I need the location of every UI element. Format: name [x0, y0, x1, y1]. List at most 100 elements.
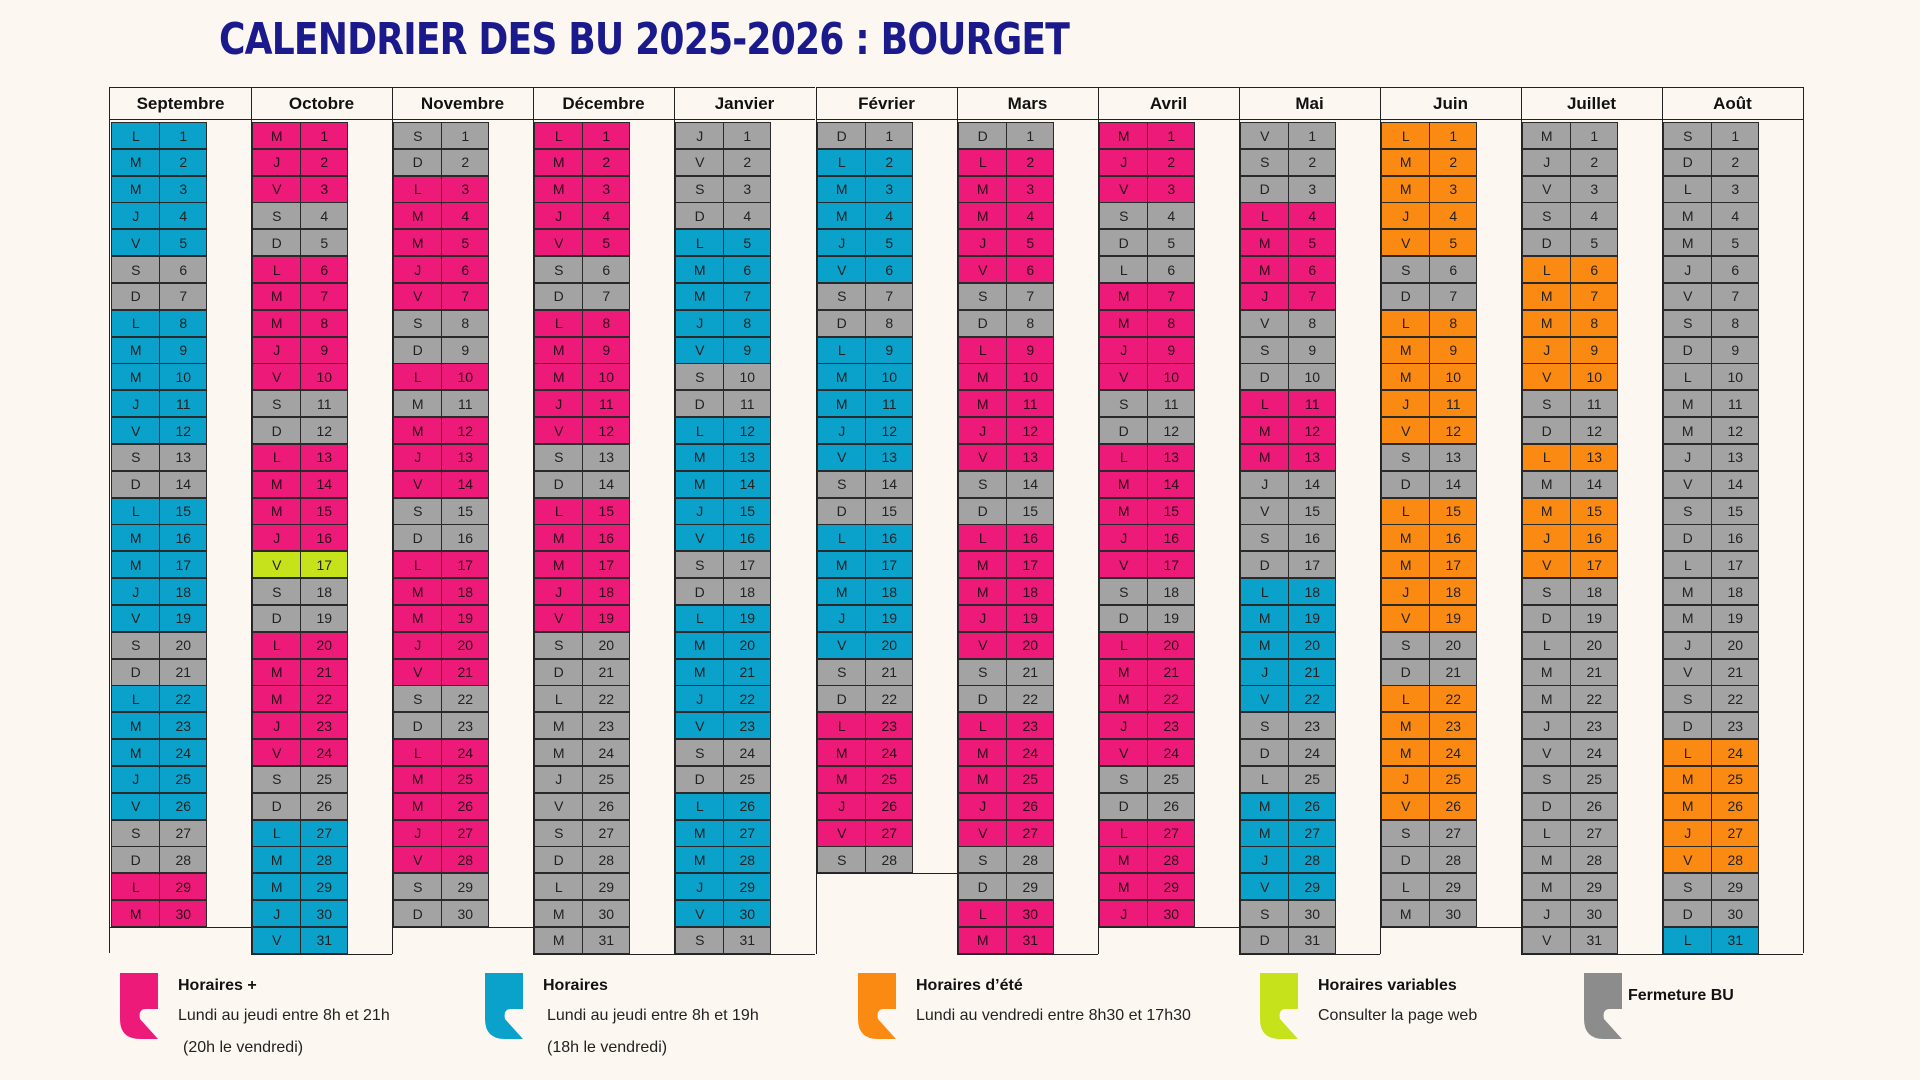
weekday-letter: L — [1100, 820, 1149, 846]
day-number: 2 — [1449, 154, 1458, 171]
day-cell: D 30 — [1663, 900, 1759, 928]
weekday-letter: L — [1382, 498, 1431, 524]
weekday-letter: V — [1664, 659, 1713, 685]
day-cell: V 17 — [1522, 551, 1618, 579]
legend-description: Lundi au jeudi entre 8h et 21h — [178, 1007, 390, 1024]
weekday-letter: J — [535, 391, 584, 417]
weekday-letter: D — [535, 471, 584, 497]
weekday-letter: M — [535, 927, 584, 953]
day-cell: S 24 — [675, 739, 771, 767]
day-number: 13 — [1586, 449, 1603, 466]
day-cell: L 15 — [534, 497, 630, 525]
day-cell: L 13 — [1522, 443, 1618, 471]
weekday-letter: V — [1241, 123, 1290, 148]
day-cell: M 11 — [393, 390, 489, 418]
day-number: 20 — [457, 637, 474, 654]
day-cell: V 31 — [1522, 926, 1618, 954]
weekday-letter: S — [394, 310, 443, 336]
day-number: 4 — [1026, 207, 1035, 224]
day-number: 22 — [739, 690, 756, 707]
day-cell: L 24 — [1663, 739, 1759, 767]
day-cell: D 28 — [1381, 846, 1477, 874]
weekday-letter: L — [253, 257, 302, 283]
day-number: 23 — [739, 717, 756, 734]
day-number: 27 — [1022, 825, 1039, 842]
day-number: 1 — [885, 127, 894, 144]
weekday-letter: L — [112, 123, 161, 148]
weekday-letter: M — [535, 364, 584, 390]
month-header: Janvier — [674, 87, 815, 120]
day-number: 13 — [316, 449, 333, 466]
weekday-letter: L — [1664, 552, 1713, 578]
weekday-letter: L — [818, 337, 867, 363]
day-cell: M 14 — [675, 470, 771, 498]
weekday-letter: D — [253, 793, 302, 819]
day-cell: M 17 — [958, 551, 1054, 579]
weekday-letter: V — [959, 257, 1008, 283]
day-cell: S 20 — [534, 631, 630, 659]
weekday-letter: M — [253, 471, 302, 497]
day-number: 13 — [457, 449, 474, 466]
day-number: 2 — [1731, 154, 1740, 171]
day-cell: J 26 — [817, 792, 913, 820]
day-number: 21 — [1727, 664, 1744, 681]
weekday-letter: V — [959, 632, 1008, 658]
day-cell: M 17 — [1381, 551, 1477, 579]
day-cell: M 13 — [1240, 443, 1336, 471]
weekday-letter: D — [1241, 552, 1290, 578]
day-number: 22 — [1727, 690, 1744, 707]
day-cell: D 15 — [958, 497, 1054, 525]
weekday-letter: M — [1241, 418, 1290, 444]
day-number: 31 — [1727, 932, 1744, 949]
page-title: CALENDRIER DES BU 2025-2026 : BOURGET — [219, 14, 1070, 65]
weekday-letter: S — [959, 659, 1008, 685]
day-number: 15 — [1163, 503, 1180, 520]
weekday-letter: S — [1241, 149, 1290, 175]
day-number: 20 — [175, 637, 192, 654]
day-number: 13 — [1445, 449, 1462, 466]
day-cell: L 10 — [1663, 363, 1759, 391]
weekday-letter: D — [253, 418, 302, 444]
weekday-letter: M — [959, 927, 1008, 953]
day-number: 11 — [598, 395, 614, 412]
weekday-letter: M — [535, 552, 584, 578]
day-cell: D 28 — [111, 846, 207, 874]
day-number: 3 — [1308, 181, 1317, 198]
day-cell: S 25 — [1522, 765, 1618, 793]
day-number: 7 — [1167, 288, 1176, 305]
day-number: 13 — [598, 449, 615, 466]
weekday-letter: V — [394, 659, 443, 685]
weekday-letter: V — [1100, 176, 1149, 202]
weekday-letter: S — [1100, 203, 1149, 229]
day-cell: V 23 — [675, 712, 771, 740]
weekday-letter: D — [535, 283, 584, 309]
legend-description: Consulter la page web — [1318, 1007, 1478, 1024]
weekday-letter: D — [1664, 713, 1713, 739]
legend-description: Lundi au vendredi entre 8h30 et 17h30 — [916, 1007, 1191, 1024]
day-cell: V 27 — [958, 819, 1054, 847]
day-cell: J 14 — [1240, 470, 1336, 498]
day-number: 17 — [739, 556, 756, 573]
day-number: 2 — [320, 154, 329, 171]
day-number: 16 — [1445, 529, 1462, 546]
day-number: 10 — [1586, 368, 1603, 385]
day-cell: L 20 — [1522, 631, 1618, 659]
month-header: Novembre — [392, 87, 533, 120]
day-number: 9 — [885, 342, 894, 359]
weekday-letter: J — [1241, 283, 1290, 309]
day-number: 29 — [1022, 878, 1039, 895]
day-cell: V 19 — [534, 604, 630, 632]
weekday-letter: J — [676, 498, 725, 524]
day-number: 11 — [1727, 395, 1743, 412]
day-cell: V 16 — [675, 524, 771, 552]
day-number: 9 — [320, 342, 329, 359]
